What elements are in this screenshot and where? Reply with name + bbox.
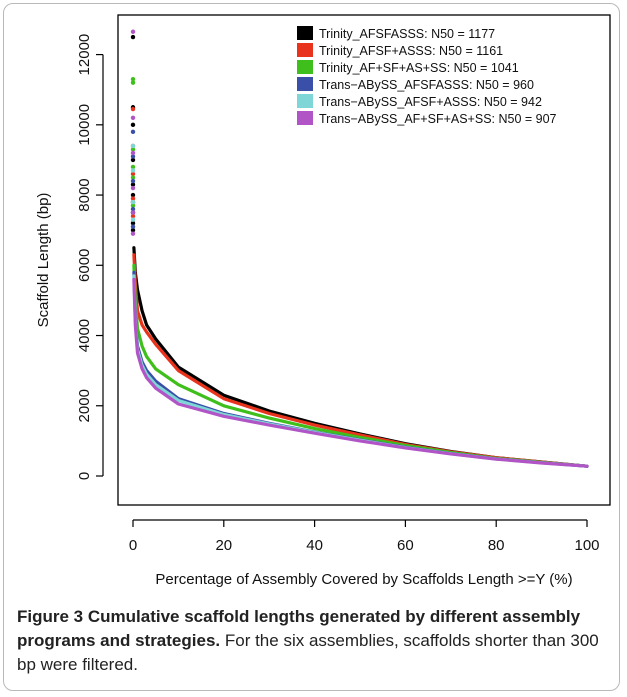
outlier-point-series-1 — [130, 34, 136, 40]
y-tick-label: 4000 — [76, 319, 93, 352]
outlier-point-series-1 — [130, 220, 136, 226]
legend-swatch — [297, 111, 313, 125]
scaffold-length-chart: 0 20 40 60 80 100 0 2000 4000 6000 8000 10000 12000… — [35, 14, 611, 588]
outlier-point-series-6 — [130, 29, 136, 34]
legend: Trinity_AFSFASSS: N50 = 1177 Trinity_AFSF… — [297, 26, 557, 126]
outlier-point-series-1 — [130, 182, 136, 187]
series-lines — [132, 246, 589, 468]
x-tick-label: 20 — [215, 537, 232, 554]
outlier-point-series-1 — [130, 122, 136, 128]
y-tick-label: 0 — [76, 472, 93, 480]
legend-swatch — [297, 94, 313, 108]
outlier-point-series-3 — [130, 147, 136, 152]
legend-label: Trinity_AFSF+ASSS: N50 = 1161 — [319, 44, 503, 58]
x-tick-label: 100 — [574, 537, 599, 554]
legend-label: Trans−ABySS_AFSFASSS: N50 = 960 — [319, 78, 534, 92]
caption-title: Cumulative scaffold lengths generated by… — [17, 607, 581, 650]
legend-label: Trinity_AF+SF+AS+SS: N50 = 1041 — [319, 61, 519, 75]
y-tick-label: 8000 — [76, 178, 93, 211]
y-axis-label: Scaffold Length (bp) — [35, 193, 52, 328]
legend-swatch — [297, 26, 313, 40]
outlier-point-series-3 — [130, 175, 136, 180]
plot-box — [117, 14, 611, 506]
legend-label: Trans−ABySS_AFSF+ASSS: N50 = 942 — [319, 95, 542, 109]
outlier-point-series-4 — [130, 178, 136, 184]
outlier-point-series-6 — [130, 150, 136, 156]
outlier-point-series-3 — [130, 203, 136, 208]
x-axis-label: Percentage of Assembly Covered by Scaffo… — [155, 571, 572, 588]
series-line-6 — [132, 277, 589, 468]
outlier-point-series-5 — [130, 143, 136, 149]
outlier-point-series-3 — [130, 76, 136, 82]
outlier-points — [130, 29, 136, 236]
legend-swatch — [297, 77, 313, 91]
x-tick-label: 40 — [306, 537, 323, 554]
x-tick-label: 0 — [129, 537, 137, 554]
y-axis: 0 2000 4000 6000 8000 10000 12000 — [76, 34, 104, 480]
caption-label: Figure 3 — [17, 607, 84, 626]
outlier-point-series-4 — [130, 206, 136, 212]
legend-label: Trinity_AFSFASSS: N50 = 1177 — [319, 27, 495, 41]
outlier-point-series-6 — [130, 185, 136, 191]
outlier-point-series-5 — [130, 168, 136, 173]
outlier-point-series-2 — [130, 171, 136, 177]
x-axis: 0 20 40 60 80 100 — [129, 519, 600, 554]
series-line-3 — [132, 263, 589, 468]
outlier-point-series-4 — [130, 129, 136, 135]
y-tick-label: 12000 — [76, 34, 93, 76]
series-line-2 — [132, 253, 589, 468]
legend-swatch — [297, 60, 313, 74]
legend-label: Trans−ABySS_AF+SF+AS+SS: N50 = 907 — [319, 112, 557, 126]
outlier-point-series-6 — [130, 210, 136, 215]
y-tick-label: 10000 — [76, 104, 93, 146]
outlier-point-series-4 — [130, 154, 136, 159]
figure-caption: Figure 3 Cumulative scaffold lengths gen… — [17, 605, 617, 677]
y-tick-label: 6000 — [76, 249, 93, 282]
x-tick-label: 60 — [397, 537, 414, 554]
caption-text: For the six assemblies, scaffolds shorte… — [17, 631, 599, 674]
outlier-point-series-5 — [130, 199, 136, 205]
outlier-point-series-5 — [130, 217, 136, 222]
x-tick-label: 80 — [488, 537, 505, 554]
outlier-point-series-3 — [130, 80, 136, 85]
outlier-point-series-2 — [130, 106, 136, 112]
outlier-point-series-2 — [130, 213, 136, 219]
outlier-point-series-1 — [130, 157, 136, 163]
y-tick-label: 2000 — [76, 389, 93, 422]
outlier-point-series-4 — [130, 224, 136, 229]
outlier-point-series-2 — [130, 196, 136, 201]
outlier-point-series-1 — [130, 192, 136, 198]
outlier-point-series-1 — [130, 227, 136, 233]
outlier-point-series-6 — [130, 231, 136, 236]
outlier-point-series-3 — [130, 164, 136, 170]
outlier-point-series-6 — [130, 115, 136, 120]
legend-swatch — [297, 43, 313, 57]
